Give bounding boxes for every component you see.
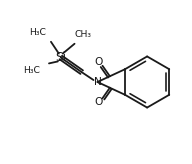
Text: Si: Si [55,51,66,64]
Text: H₃C: H₃C [23,66,40,75]
Text: N: N [94,77,101,87]
Text: O: O [94,57,103,67]
Text: CH₃: CH₃ [75,30,92,39]
Text: H₃C: H₃C [29,28,46,37]
Text: O: O [94,97,103,107]
